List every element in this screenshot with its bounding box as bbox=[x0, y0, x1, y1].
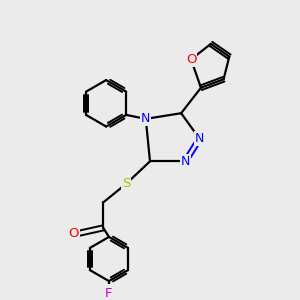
Text: N: N bbox=[141, 112, 150, 125]
Text: S: S bbox=[122, 178, 130, 190]
Text: O: O bbox=[68, 227, 79, 240]
Text: N: N bbox=[195, 132, 204, 145]
Text: N: N bbox=[181, 155, 190, 168]
Text: O: O bbox=[186, 53, 196, 66]
Text: F: F bbox=[105, 287, 113, 300]
